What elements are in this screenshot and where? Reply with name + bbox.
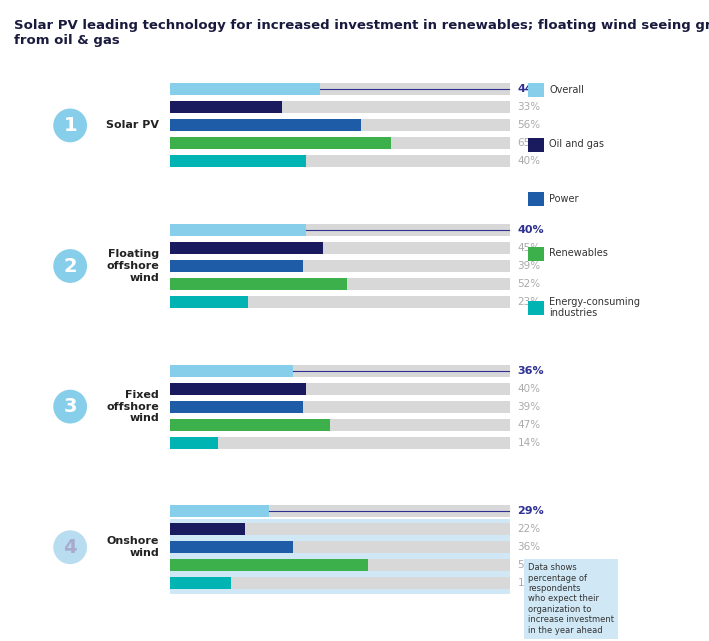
Bar — [170, 224, 510, 236]
Bar — [170, 101, 510, 113]
Text: 40%: 40% — [518, 225, 544, 235]
Text: 23%: 23% — [518, 297, 540, 307]
Bar — [170, 242, 510, 254]
Text: 44%: 44% — [518, 85, 545, 94]
Bar — [170, 419, 330, 431]
Text: 14%: 14% — [518, 438, 540, 447]
Text: 47%: 47% — [518, 420, 540, 429]
Bar — [170, 119, 510, 131]
Bar — [170, 296, 248, 308]
Bar — [170, 401, 303, 413]
Text: Solar PV: Solar PV — [106, 121, 159, 130]
Bar — [170, 419, 510, 431]
Text: 58%: 58% — [518, 560, 540, 570]
Text: 1: 1 — [63, 116, 77, 135]
Bar — [170, 101, 282, 113]
Bar — [170, 365, 293, 377]
Text: Energy-consuming
industries: Energy-consuming industries — [549, 297, 640, 319]
Bar — [170, 505, 269, 517]
Bar — [170, 559, 510, 571]
Text: 39%: 39% — [518, 402, 540, 412]
Text: 18%: 18% — [518, 578, 540, 588]
Bar — [170, 505, 510, 517]
Text: 22%: 22% — [518, 524, 540, 534]
Text: 3: 3 — [63, 397, 77, 416]
Text: 2: 2 — [63, 256, 77, 276]
Text: Onshore
wind: Onshore wind — [106, 537, 159, 558]
Bar — [170, 83, 510, 96]
Bar — [170, 541, 293, 553]
Text: 39%: 39% — [518, 261, 540, 271]
Bar — [170, 523, 510, 535]
Text: 4: 4 — [63, 538, 77, 557]
Bar — [170, 437, 510, 449]
Text: 33%: 33% — [518, 103, 540, 112]
Text: Renewables: Renewables — [549, 248, 608, 258]
Bar — [170, 137, 510, 149]
Bar — [170, 401, 510, 413]
Bar — [170, 260, 510, 272]
Bar — [170, 242, 323, 254]
Text: Fixed
offshore
wind: Fixed offshore wind — [106, 390, 159, 423]
Bar — [170, 296, 510, 308]
Bar — [170, 224, 306, 236]
Bar — [170, 577, 231, 589]
Text: 45%: 45% — [518, 243, 540, 253]
Text: Power: Power — [549, 194, 579, 204]
Text: Solar PV leading technology for increased investment in renewables; floating win: Solar PV leading technology for increase… — [14, 19, 709, 47]
Bar — [170, 383, 306, 395]
Bar — [170, 278, 510, 290]
Bar — [170, 260, 303, 272]
Text: 52%: 52% — [518, 279, 540, 289]
Bar — [170, 83, 320, 96]
Bar — [170, 437, 218, 449]
Bar — [170, 365, 510, 377]
Bar — [170, 137, 391, 149]
Text: 36%: 36% — [518, 542, 540, 552]
Text: Data shows
percentage of
respondents
who expect their
organization to
increase i: Data shows percentage of respondents who… — [528, 563, 614, 635]
Bar — [170, 541, 510, 553]
Bar — [170, 383, 510, 395]
Text: Oil and gas: Oil and gas — [549, 139, 605, 149]
Text: 40%: 40% — [518, 383, 540, 394]
Text: 56%: 56% — [518, 121, 540, 130]
Text: Floating
offshore
wind: Floating offshore wind — [106, 249, 159, 283]
Bar — [170, 577, 510, 589]
Bar — [170, 155, 306, 167]
Text: 29%: 29% — [518, 506, 545, 516]
Text: 36%: 36% — [518, 365, 544, 376]
Text: 65%: 65% — [518, 138, 540, 149]
FancyBboxPatch shape — [170, 519, 510, 594]
Bar — [170, 559, 367, 571]
Text: 40%: 40% — [518, 156, 540, 167]
Bar — [170, 119, 361, 131]
Bar — [170, 523, 245, 535]
Text: Overall: Overall — [549, 85, 584, 95]
Bar — [170, 155, 510, 167]
Bar — [170, 278, 347, 290]
